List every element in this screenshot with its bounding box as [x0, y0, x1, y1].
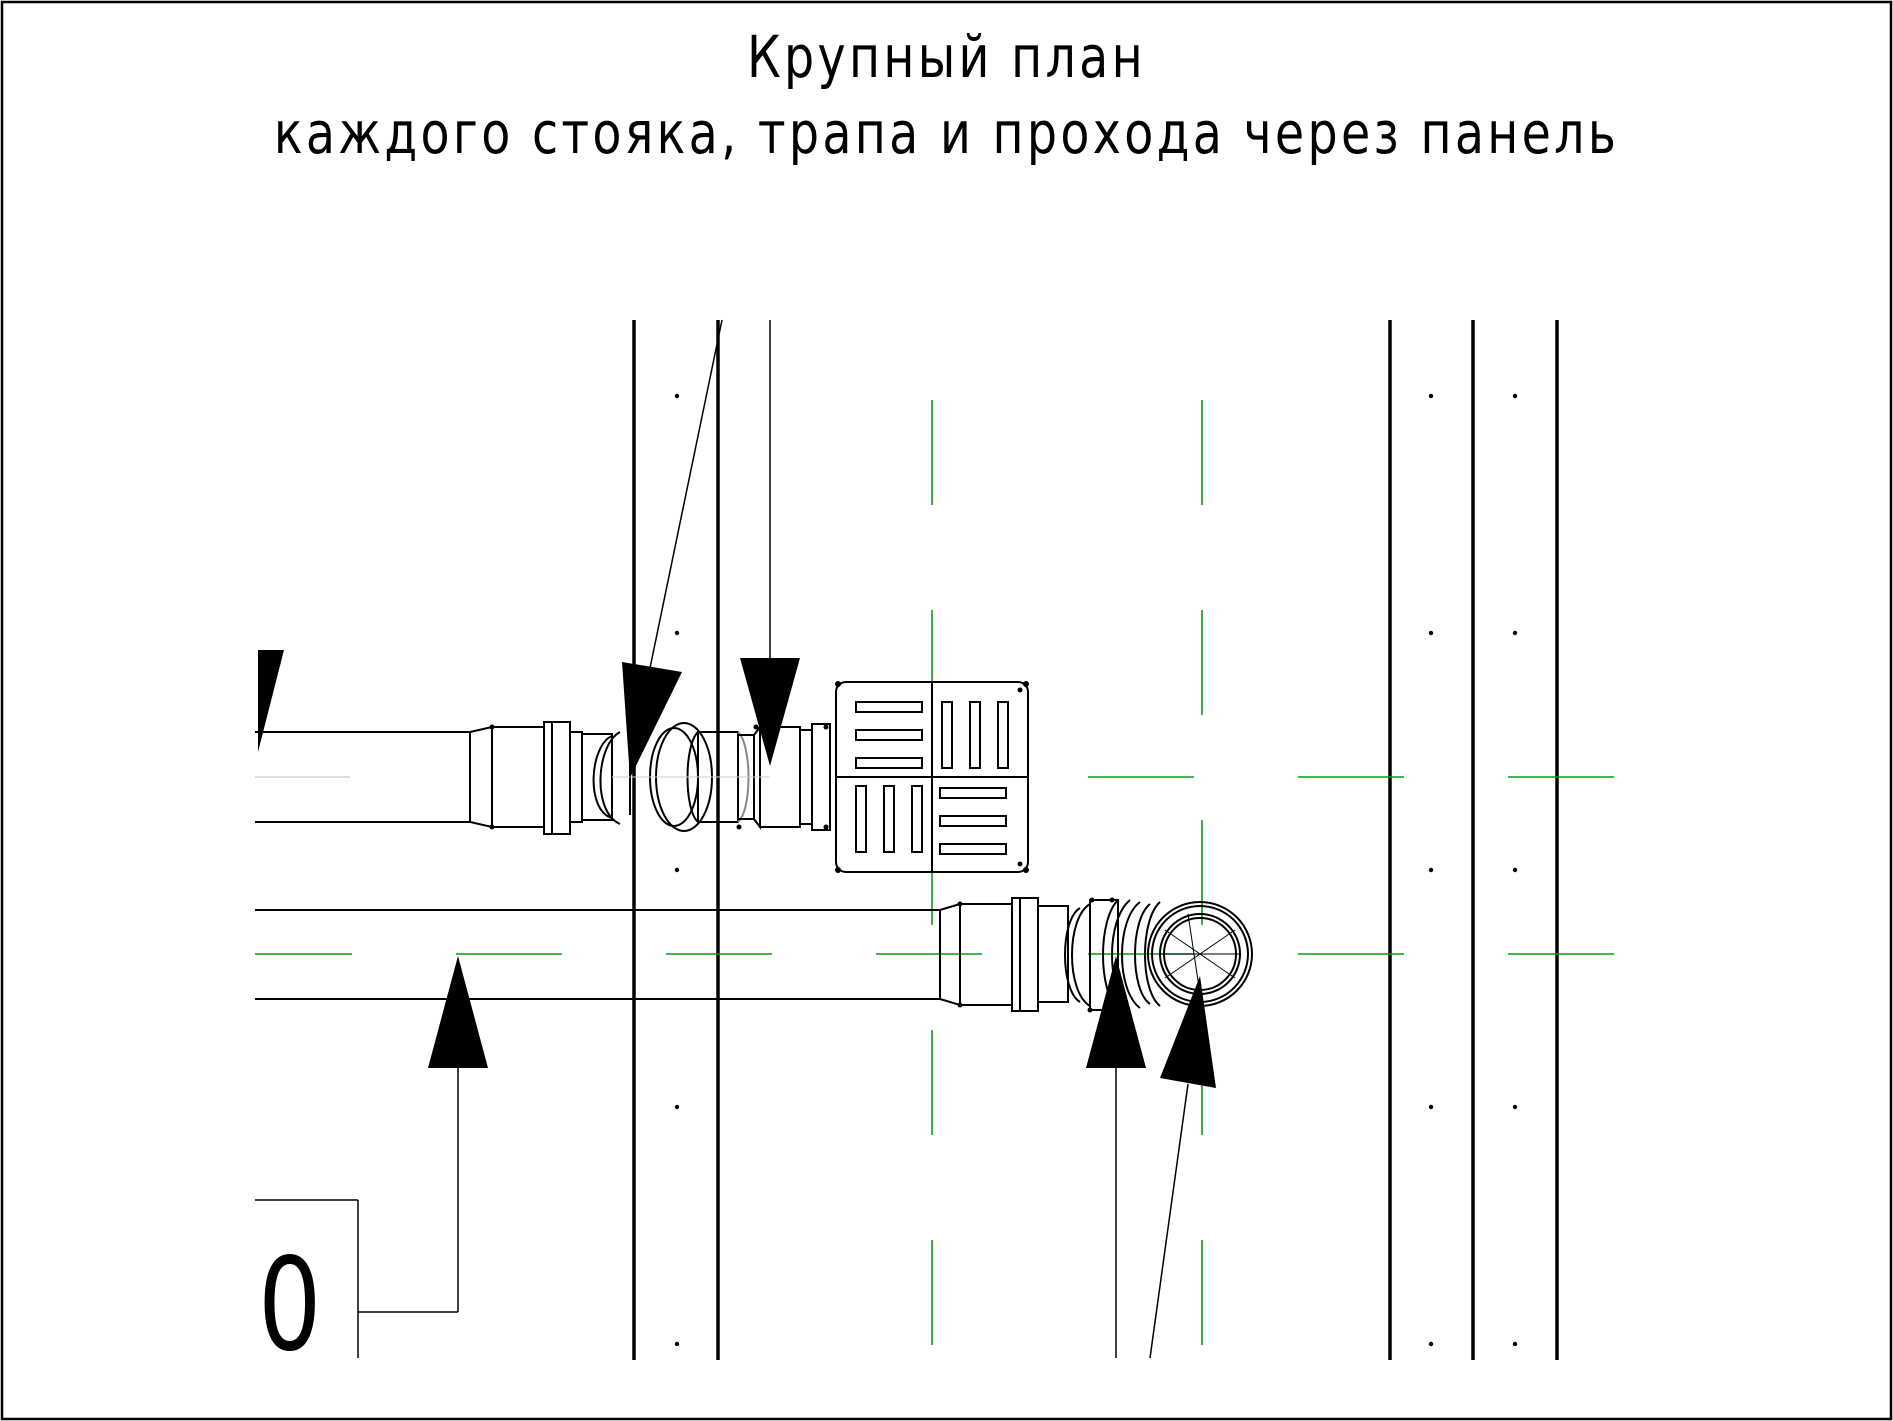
leader-arrow-floor-drain: [740, 320, 800, 766]
upper-sewer-pipe: [255, 721, 831, 835]
wall-panel-right: [1388, 320, 1559, 1360]
lower-pipe-joint-dots: [957, 897, 1115, 1013]
leader-arrow-lower-pipe: [255, 956, 488, 1358]
drawing-title-line-1: Крупный план: [747, 23, 1146, 91]
floor-drain-corner-dots: [835, 681, 1029, 873]
floor-drain-grate: [835, 681, 1029, 873]
upper-pipe-joint-dots: [489, 724, 829, 830]
leader-arrow-top-left: [258, 650, 284, 752]
drawing-title-line-2: каждого стояка, трапа и прохода через па…: [273, 99, 1620, 167]
leader-arrow-riser: [1149, 976, 1216, 1359]
riser-pipe: [1134, 901, 1253, 1007]
mark-label: 0: [258, 1231, 322, 1380]
leader-arrow-upper-pipe: [622, 319, 723, 778]
panel-dots: [674, 393, 1518, 1347]
wall-panel-left: [632, 320, 720, 1360]
leader-arrow-fitting: [1086, 956, 1146, 1358]
